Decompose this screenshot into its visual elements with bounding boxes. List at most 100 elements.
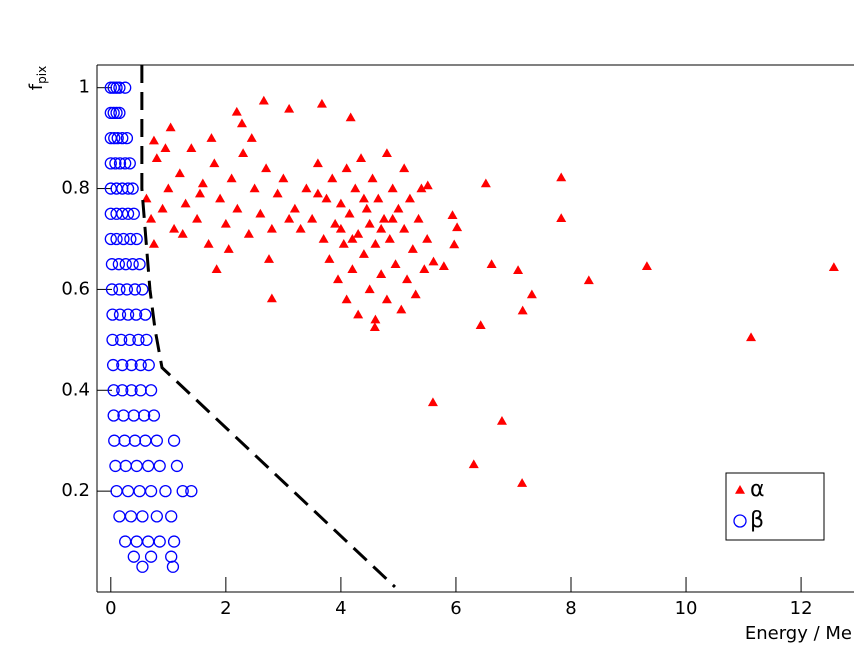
- alpha-point: [211, 264, 222, 273]
- beta-point: [153, 535, 166, 548]
- beta-point: [139, 434, 152, 447]
- beta-point: [121, 207, 135, 220]
- alpha-point: [261, 163, 272, 173]
- alpha-point: [160, 143, 171, 152]
- alpha-point: [475, 320, 486, 329]
- alpha-point: [295, 223, 306, 233]
- beta-point: [128, 283, 142, 296]
- beta-point: [142, 358, 155, 372]
- alpha-point: [556, 213, 567, 223]
- alpha-point: [422, 180, 433, 190]
- alpha-point: [316, 98, 327, 108]
- beta-point: [120, 131, 134, 145]
- beta-point: [110, 484, 123, 498]
- beta-point: [176, 484, 189, 498]
- alpha-point: [393, 203, 404, 213]
- alpha-point: [358, 249, 369, 258]
- alpha-point: [263, 254, 274, 263]
- beta-point: [112, 258, 126, 271]
- alpha-point: [468, 459, 479, 469]
- alpha-point: [194, 188, 205, 198]
- y-label-sub: pix: [35, 66, 49, 84]
- alpha-point: [422, 233, 433, 243]
- x-tick-label: 8: [565, 598, 576, 619]
- alpha-point: [641, 261, 652, 270]
- alpha-point: [148, 135, 159, 145]
- beta-point: [107, 409, 120, 422]
- alpha-point: [231, 106, 242, 116]
- alpha-point: [344, 208, 355, 218]
- alpha-point: [407, 244, 418, 253]
- beta-point: [136, 510, 149, 523]
- alpha-point: [284, 103, 295, 113]
- alpha-point: [146, 213, 157, 223]
- beta-point: [167, 535, 181, 548]
- alpha-point: [236, 118, 247, 128]
- alpha-point: [338, 239, 349, 248]
- alpha-point: [364, 284, 375, 294]
- alpha-point: [272, 188, 283, 198]
- beta-point: [129, 308, 143, 321]
- alpha-point: [358, 193, 369, 203]
- alpha-point: [151, 153, 162, 163]
- alpha-point: [517, 478, 528, 487]
- alpha-point: [243, 228, 254, 238]
- alpha-point: [387, 183, 398, 193]
- alpha-point: [335, 223, 346, 233]
- alpha-point: [438, 261, 449, 270]
- beta-point: [139, 308, 152, 321]
- alpha-point: [828, 262, 839, 271]
- beta-point: [144, 384, 158, 397]
- beta-point: [108, 434, 121, 447]
- alpha-point: [367, 173, 378, 183]
- beta-point: [107, 384, 120, 397]
- legend-marker: [733, 514, 747, 528]
- beta-point: [113, 81, 126, 94]
- alpha-point: [381, 294, 392, 304]
- alpha-point: [312, 158, 323, 168]
- beta-point: [142, 459, 155, 473]
- beta-point: [121, 484, 135, 498]
- beta-point: [119, 459, 132, 473]
- alpha-point: [223, 244, 234, 253]
- alpha-point: [410, 289, 421, 299]
- alpha-point: [206, 133, 217, 142]
- alpha-point: [347, 233, 358, 243]
- beta-point: [107, 106, 120, 120]
- beta-point: [132, 333, 145, 346]
- beta-point: [106, 308, 119, 321]
- y-tick-label: 0.6: [61, 278, 90, 299]
- beta-point: [127, 409, 140, 422]
- alpha-point: [258, 95, 269, 105]
- alpha-point: [327, 173, 338, 183]
- y-tick-label: 0.8: [61, 178, 90, 199]
- alpha-point: [289, 203, 300, 213]
- alpha-point: [177, 228, 188, 238]
- beta-point: [125, 358, 138, 372]
- alpha-point: [148, 239, 159, 248]
- x-tick-label: 2: [220, 598, 231, 619]
- beta-point: [150, 434, 163, 447]
- beta-point: [166, 560, 180, 573]
- alpha-point: [335, 198, 346, 208]
- beta-point: [136, 560, 149, 573]
- beta-point: [109, 459, 122, 473]
- beta-point: [130, 232, 143, 246]
- alpha-point: [350, 183, 361, 193]
- beta-point: [170, 459, 184, 473]
- beta-point: [119, 258, 132, 271]
- beta-point: [167, 434, 181, 447]
- alpha-point: [384, 233, 395, 243]
- beta-point: [104, 81, 117, 94]
- legend-marker: [735, 485, 745, 494]
- alpha-point: [238, 148, 249, 158]
- cut-line: [140, 65, 396, 589]
- alpha-point: [255, 208, 266, 218]
- alpha-point: [324, 254, 335, 263]
- beta-point: [109, 157, 122, 170]
- alpha-point: [330, 218, 341, 228]
- alpha-point: [186, 143, 197, 152]
- beta-point: [124, 510, 138, 523]
- alpha-point: [345, 112, 356, 122]
- alpha-point: [180, 198, 191, 208]
